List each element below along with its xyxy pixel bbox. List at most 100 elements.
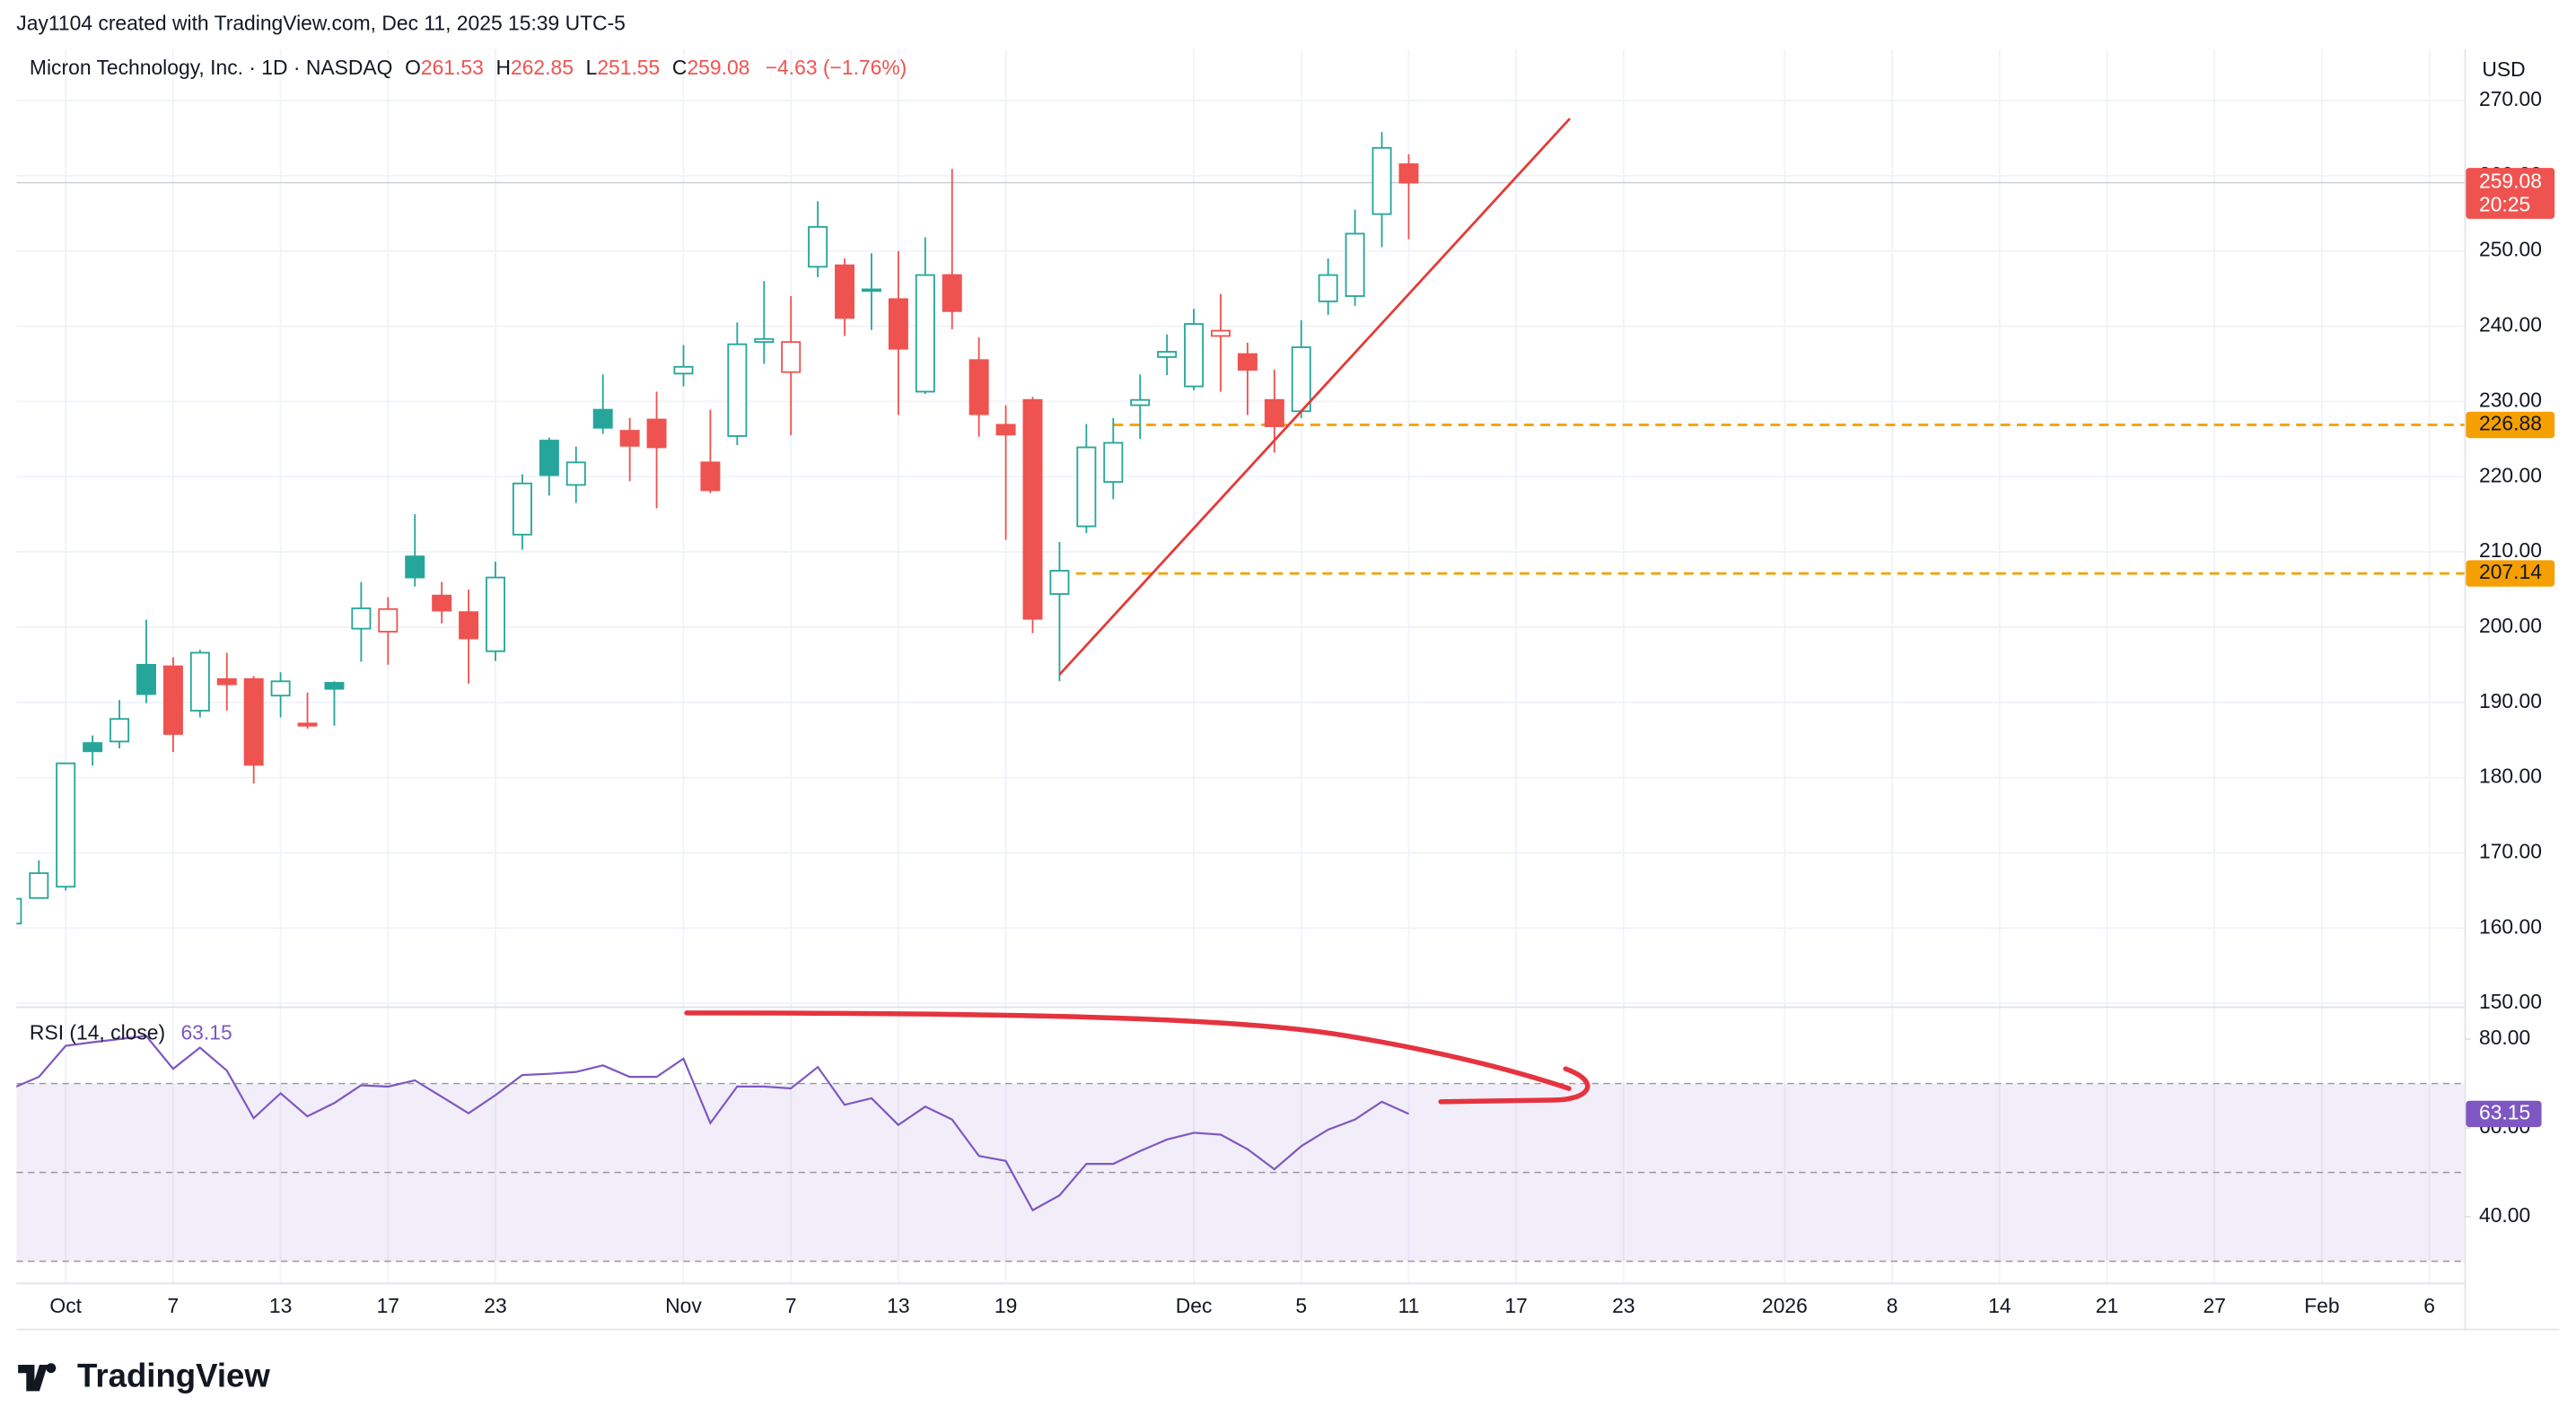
legend-key: O bbox=[405, 56, 421, 79]
last-price-label: 259.08 bbox=[2479, 170, 2542, 193]
candle-body bbox=[136, 663, 156, 695]
rsi-tick-label: 80.00 bbox=[2479, 1026, 2530, 1049]
candle-body bbox=[432, 594, 452, 612]
candle-body bbox=[1371, 146, 1392, 215]
y-tick-label: 270.00 bbox=[2479, 87, 2542, 110]
x-tick-label: 21 bbox=[2096, 1294, 2118, 1317]
candle-body bbox=[1157, 351, 1178, 358]
last-price-tag bbox=[2466, 168, 2555, 219]
legend-high: 262.85 bbox=[511, 56, 574, 79]
candle-body bbox=[297, 722, 318, 727]
axes: Oct 7 13 17 23 Nov 7 13 19 Dec 5 11 17 23 2026 8 14 21 27 F… bbox=[49, 87, 2555, 1317]
x-tick-label: 13 bbox=[269, 1294, 292, 1317]
candle-body bbox=[1049, 570, 1070, 595]
currency: USD bbox=[2482, 57, 2525, 81]
annotation-hook bbox=[1438, 1066, 1590, 1105]
x-tick-label: 7 bbox=[168, 1294, 180, 1317]
candle-body bbox=[781, 341, 802, 373]
candle-body bbox=[1318, 274, 1338, 302]
y-tick-label: 200.00 bbox=[2479, 614, 2542, 637]
candle-body bbox=[56, 762, 76, 888]
candle-body bbox=[16, 897, 22, 925]
trendline bbox=[1058, 118, 1572, 676]
candle-body bbox=[270, 680, 291, 697]
legend-key: C bbox=[672, 56, 688, 79]
logo: TradingView bbox=[18, 1357, 270, 1393]
x-tick-label: 14 bbox=[1988, 1294, 2011, 1317]
y-tick-label: 240.00 bbox=[2479, 313, 2542, 336]
x-tick-label: 17 bbox=[377, 1294, 399, 1317]
candle-body bbox=[861, 288, 881, 293]
y-tick-label: 160.00 bbox=[2479, 914, 2542, 938]
candle-body bbox=[1022, 398, 1043, 620]
y-tick-label: 230.00 bbox=[2479, 388, 2542, 411]
candle-body bbox=[243, 677, 264, 766]
candle-body bbox=[189, 651, 210, 712]
x-tick-label: Dec bbox=[1176, 1294, 1213, 1317]
x-tick-label: 23 bbox=[1612, 1294, 1634, 1317]
grid bbox=[16, 48, 2465, 1283]
x-tick-label: 6 bbox=[2423, 1294, 2435, 1317]
price-panel bbox=[16, 118, 2465, 925]
candle-body bbox=[405, 555, 425, 579]
candle-body bbox=[110, 718, 130, 743]
x-tick-label: 27 bbox=[2204, 1294, 2226, 1317]
x-tick-label: 17 bbox=[1504, 1294, 1527, 1317]
candle-body bbox=[162, 665, 183, 735]
y-tick-label: 180.00 bbox=[2479, 764, 2542, 788]
x-tick-label: 8 bbox=[1887, 1294, 1898, 1317]
x-tick-label: 2026 bbox=[1762, 1294, 1808, 1317]
legend: Micron Technology, Inc. · 1D · NASDAQ O2… bbox=[30, 56, 907, 79]
candle-body bbox=[915, 274, 935, 393]
candle-body bbox=[888, 298, 908, 350]
candle-body bbox=[565, 461, 586, 486]
rsi-tick-label: 40.00 bbox=[2479, 1203, 2530, 1227]
level-tag-label: 226.88 bbox=[2479, 412, 2542, 435]
candle-body bbox=[1291, 346, 1311, 413]
level-tag bbox=[2466, 560, 2555, 587]
candle-body bbox=[1076, 446, 1097, 528]
candle-body bbox=[512, 482, 532, 536]
candle-body bbox=[727, 343, 748, 437]
x-tick-label: Nov bbox=[665, 1294, 702, 1317]
rsi-legend: RSI (14, close) 63.15 bbox=[30, 1021, 232, 1044]
level-tag-label: 207.14 bbox=[2479, 560, 2542, 583]
candle-body bbox=[1184, 323, 1205, 388]
x-tick-label: 23 bbox=[484, 1294, 506, 1317]
candle-body bbox=[808, 225, 828, 268]
candle-body bbox=[324, 682, 345, 690]
countdown-label: 20:25 bbox=[2479, 192, 2530, 215]
candle-body bbox=[1130, 398, 1151, 406]
legend-key: H bbox=[495, 56, 511, 79]
candle-body bbox=[835, 264, 855, 319]
candle-body bbox=[942, 274, 962, 312]
x-tick-label: 11 bbox=[1398, 1294, 1420, 1317]
credit: Jay1104 created with TradingView.com, De… bbox=[16, 12, 626, 35]
candle-body bbox=[486, 576, 506, 652]
candle-body bbox=[29, 872, 49, 899]
x-tick-label: 5 bbox=[1295, 1294, 1307, 1317]
annotation-curve bbox=[684, 1010, 1572, 1091]
legend-open: 261.53 bbox=[421, 56, 484, 79]
candle-body bbox=[539, 440, 559, 476]
y-tick-label: 150.00 bbox=[2479, 990, 2542, 1013]
candle-body bbox=[83, 742, 103, 753]
candle-body bbox=[459, 611, 479, 640]
candle-body bbox=[968, 359, 989, 415]
candle-body bbox=[378, 607, 399, 633]
candle-body bbox=[646, 418, 667, 449]
candle-body bbox=[216, 677, 237, 686]
level-tag bbox=[2466, 411, 2555, 439]
y-tick-label: 190.00 bbox=[2479, 689, 2542, 712]
legend-low: 251.55 bbox=[597, 56, 660, 79]
x-tick-label: 13 bbox=[887, 1294, 909, 1317]
y-tick-label: 210.00 bbox=[2479, 538, 2542, 562]
x-tick-label: 7 bbox=[785, 1294, 797, 1317]
candle-body bbox=[351, 607, 372, 630]
candle-body bbox=[1345, 232, 1365, 297]
legend-key: L bbox=[586, 56, 598, 79]
rsi-tag bbox=[2466, 1100, 2542, 1128]
y-tick-label: 250.00 bbox=[2479, 238, 2542, 261]
